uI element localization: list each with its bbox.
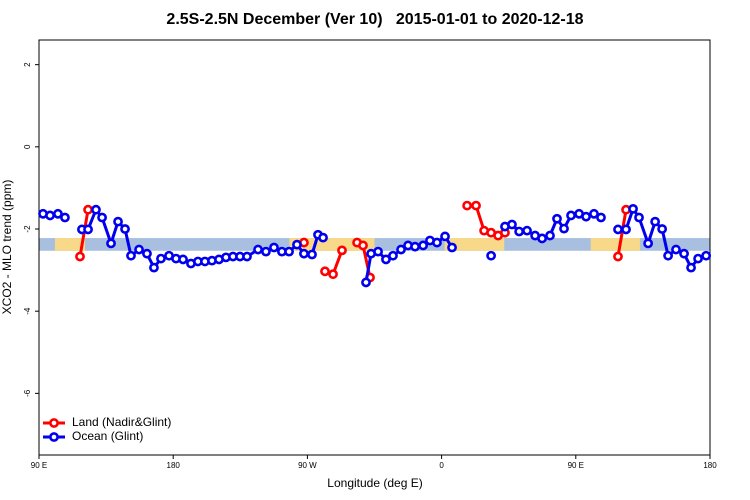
data-point [507, 219, 517, 230]
data-point [156, 253, 166, 264]
chart-title: 2.5S-2.5N December (Ver 10) 2015-01-01 t… [166, 11, 583, 28]
data-point [537, 233, 548, 244]
y-tick-label: -6 [23, 389, 32, 397]
x-tick-label: 90 E [31, 461, 47, 470]
data-point [596, 212, 606, 223]
x-tick-label: 90 W [298, 461, 317, 470]
data-point [149, 262, 159, 273]
plot-frame [38, 39, 711, 456]
data-point [432, 237, 442, 248]
legend-label: Land (Nadir&Glint) [72, 415, 171, 429]
band-highlight [590, 238, 640, 251]
data-point [693, 253, 703, 264]
x-tick-label: 180 [167, 461, 181, 470]
legend-marker [49, 418, 59, 428]
y-tick-label: 0 [23, 144, 32, 149]
data-point [126, 250, 136, 261]
data-point [657, 224, 668, 234]
band-highlight [54, 238, 86, 251]
data-point [284, 246, 294, 257]
data-point [447, 242, 457, 253]
data-point [650, 216, 661, 227]
data-point [663, 250, 673, 261]
x-tick-label: 90 E [568, 461, 584, 470]
data-point [559, 223, 569, 234]
data-point [318, 232, 328, 243]
data-point [83, 224, 93, 235]
legend-marker [49, 432, 59, 442]
data-point [552, 213, 562, 224]
data-point [337, 245, 347, 256]
data-point [45, 210, 55, 221]
data-point [643, 238, 654, 249]
data-point [589, 208, 599, 219]
data-point [242, 251, 252, 262]
data-point [106, 238, 116, 249]
data-point [701, 250, 712, 261]
data-point [522, 225, 532, 236]
data-point [566, 210, 576, 221]
data-point [628, 203, 638, 214]
data-point [679, 248, 689, 259]
x-axis-title: Longitude (deg E) [327, 476, 422, 490]
data-point [671, 244, 681, 255]
data-point [113, 216, 123, 227]
x-tick-label: 0 [439, 461, 444, 470]
data-point [178, 254, 188, 265]
data-point [613, 224, 623, 235]
y-tick-label: 2 [23, 62, 32, 67]
data-point [514, 226, 525, 237]
data-point [307, 249, 317, 260]
data-point [299, 248, 309, 259]
data-point [613, 251, 623, 262]
data-point [686, 262, 696, 273]
y-tick-label: -2 [23, 225, 32, 233]
data-point [462, 200, 472, 211]
data-point [388, 250, 398, 261]
data-point [621, 224, 631, 235]
data-point [253, 244, 263, 255]
data-point [91, 204, 101, 215]
data-point [396, 244, 406, 255]
data-point [120, 224, 130, 234]
data-point [53, 208, 63, 219]
data-point [83, 204, 93, 215]
data-point [320, 266, 330, 277]
data-point [142, 248, 152, 259]
band-highlight [444, 238, 505, 251]
data-point [545, 230, 555, 241]
data-point [97, 212, 107, 223]
data-point [581, 211, 591, 222]
data-point [440, 231, 450, 242]
data-point [328, 269, 338, 280]
data-point [418, 240, 429, 251]
data-point [75, 251, 85, 262]
data-point [634, 212, 644, 223]
data-point [60, 212, 70, 223]
data-point [292, 239, 302, 250]
data-point [358, 240, 368, 251]
data-point [410, 241, 420, 252]
data-point [261, 246, 271, 257]
y-axis-title: XCO2 - MLO trend (ppm) [0, 180, 14, 315]
data-point [361, 277, 371, 288]
y-tick-label: -4 [23, 307, 32, 315]
data-point [381, 254, 391, 265]
data-point [373, 246, 383, 257]
legend-label: Ocean (Glint) [72, 429, 143, 443]
data-point [486, 250, 497, 261]
x-tick-label: 180 [703, 461, 717, 470]
data-point [471, 200, 481, 211]
data-point [134, 244, 144, 255]
data-point [269, 242, 279, 253]
